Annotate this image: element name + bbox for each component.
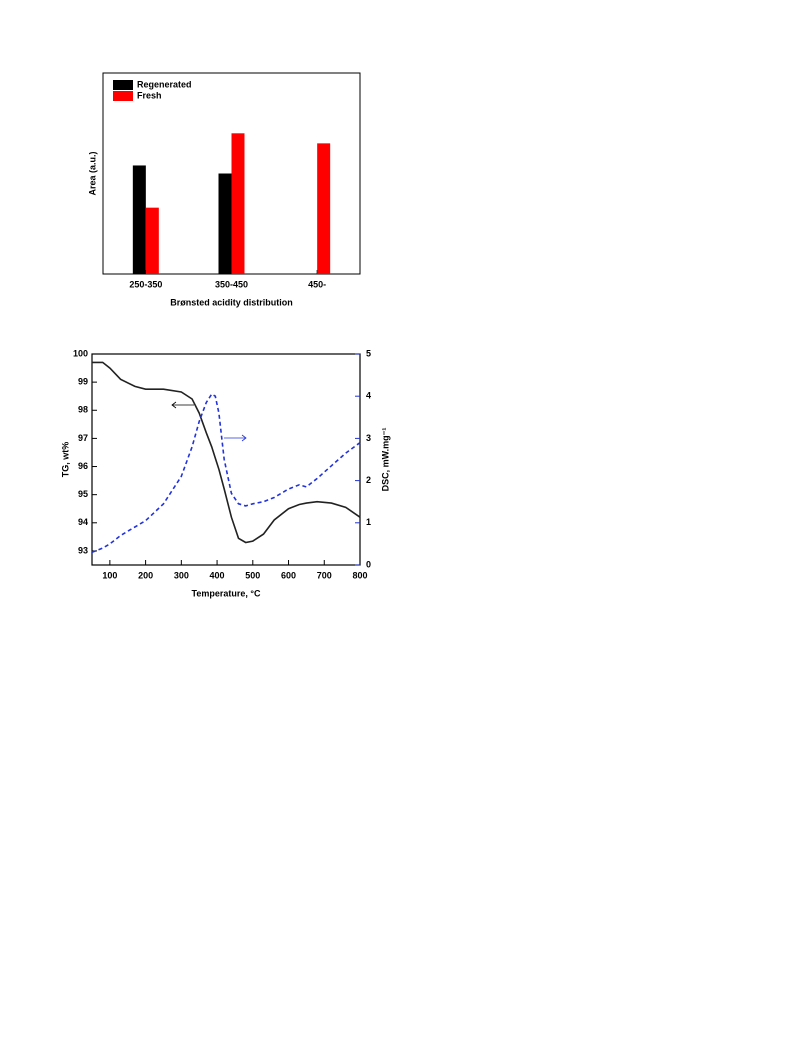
legend-swatch (113, 91, 133, 101)
x-tick-label: 500 (245, 570, 260, 580)
x-tick-label: 600 (281, 570, 296, 580)
y-tick-label: 95 (78, 489, 88, 499)
y2-tick-label: 5 (366, 348, 371, 358)
x-tick-label: 400 (210, 570, 225, 580)
legend-label: Regenerated (137, 79, 192, 89)
arrow (224, 434, 247, 442)
y2-tick-label: 3 (366, 433, 371, 443)
y-tick-label: 100 (73, 348, 88, 358)
x-tick-label: 800 (352, 570, 367, 580)
x-tick-label: 250-350 (129, 279, 162, 289)
bar (132, 165, 146, 274)
y2-axis-label: DSC, mW.mg⁻¹ (380, 428, 390, 492)
y-tick-label: 93 (78, 545, 88, 555)
bar (145, 207, 159, 274)
y2-tick-label: 2 (366, 475, 371, 485)
y-tick-label: 96 (78, 461, 88, 471)
y-axis-label: TG, wt% (60, 442, 70, 478)
y-tick-label: 97 (78, 433, 88, 443)
x-tick-label: 300 (174, 570, 189, 580)
y-tick-label: 99 (78, 377, 88, 387)
arrow (171, 401, 194, 409)
data-line (92, 361, 361, 544)
x-axis-label: Temperature, °C (192, 588, 261, 598)
x-axis-label: Brønsted acidity distribution (170, 297, 293, 307)
y-axis-label: Area (a.u.) (87, 151, 97, 195)
y2-tick-label: 4 (366, 391, 371, 401)
x-tick-label: 200 (138, 570, 153, 580)
y2-tick-label: 0 (366, 559, 371, 569)
y-tick-label: 94 (78, 517, 88, 527)
bar (231, 133, 245, 274)
plot-frame (91, 353, 361, 566)
y-tick-label: 98 (78, 405, 88, 415)
x-tick-label: 450- (308, 279, 326, 289)
y2-tick-label: 1 (366, 517, 371, 527)
data-line (91, 393, 361, 554)
x-tick-label: 350-450 (215, 279, 248, 289)
bar (218, 173, 232, 274)
legend-label: Fresh (137, 90, 162, 100)
x-tick-label: 100 (102, 570, 117, 580)
x-tick-label: 700 (317, 570, 332, 580)
legend-swatch (113, 80, 133, 90)
bar (317, 143, 331, 274)
